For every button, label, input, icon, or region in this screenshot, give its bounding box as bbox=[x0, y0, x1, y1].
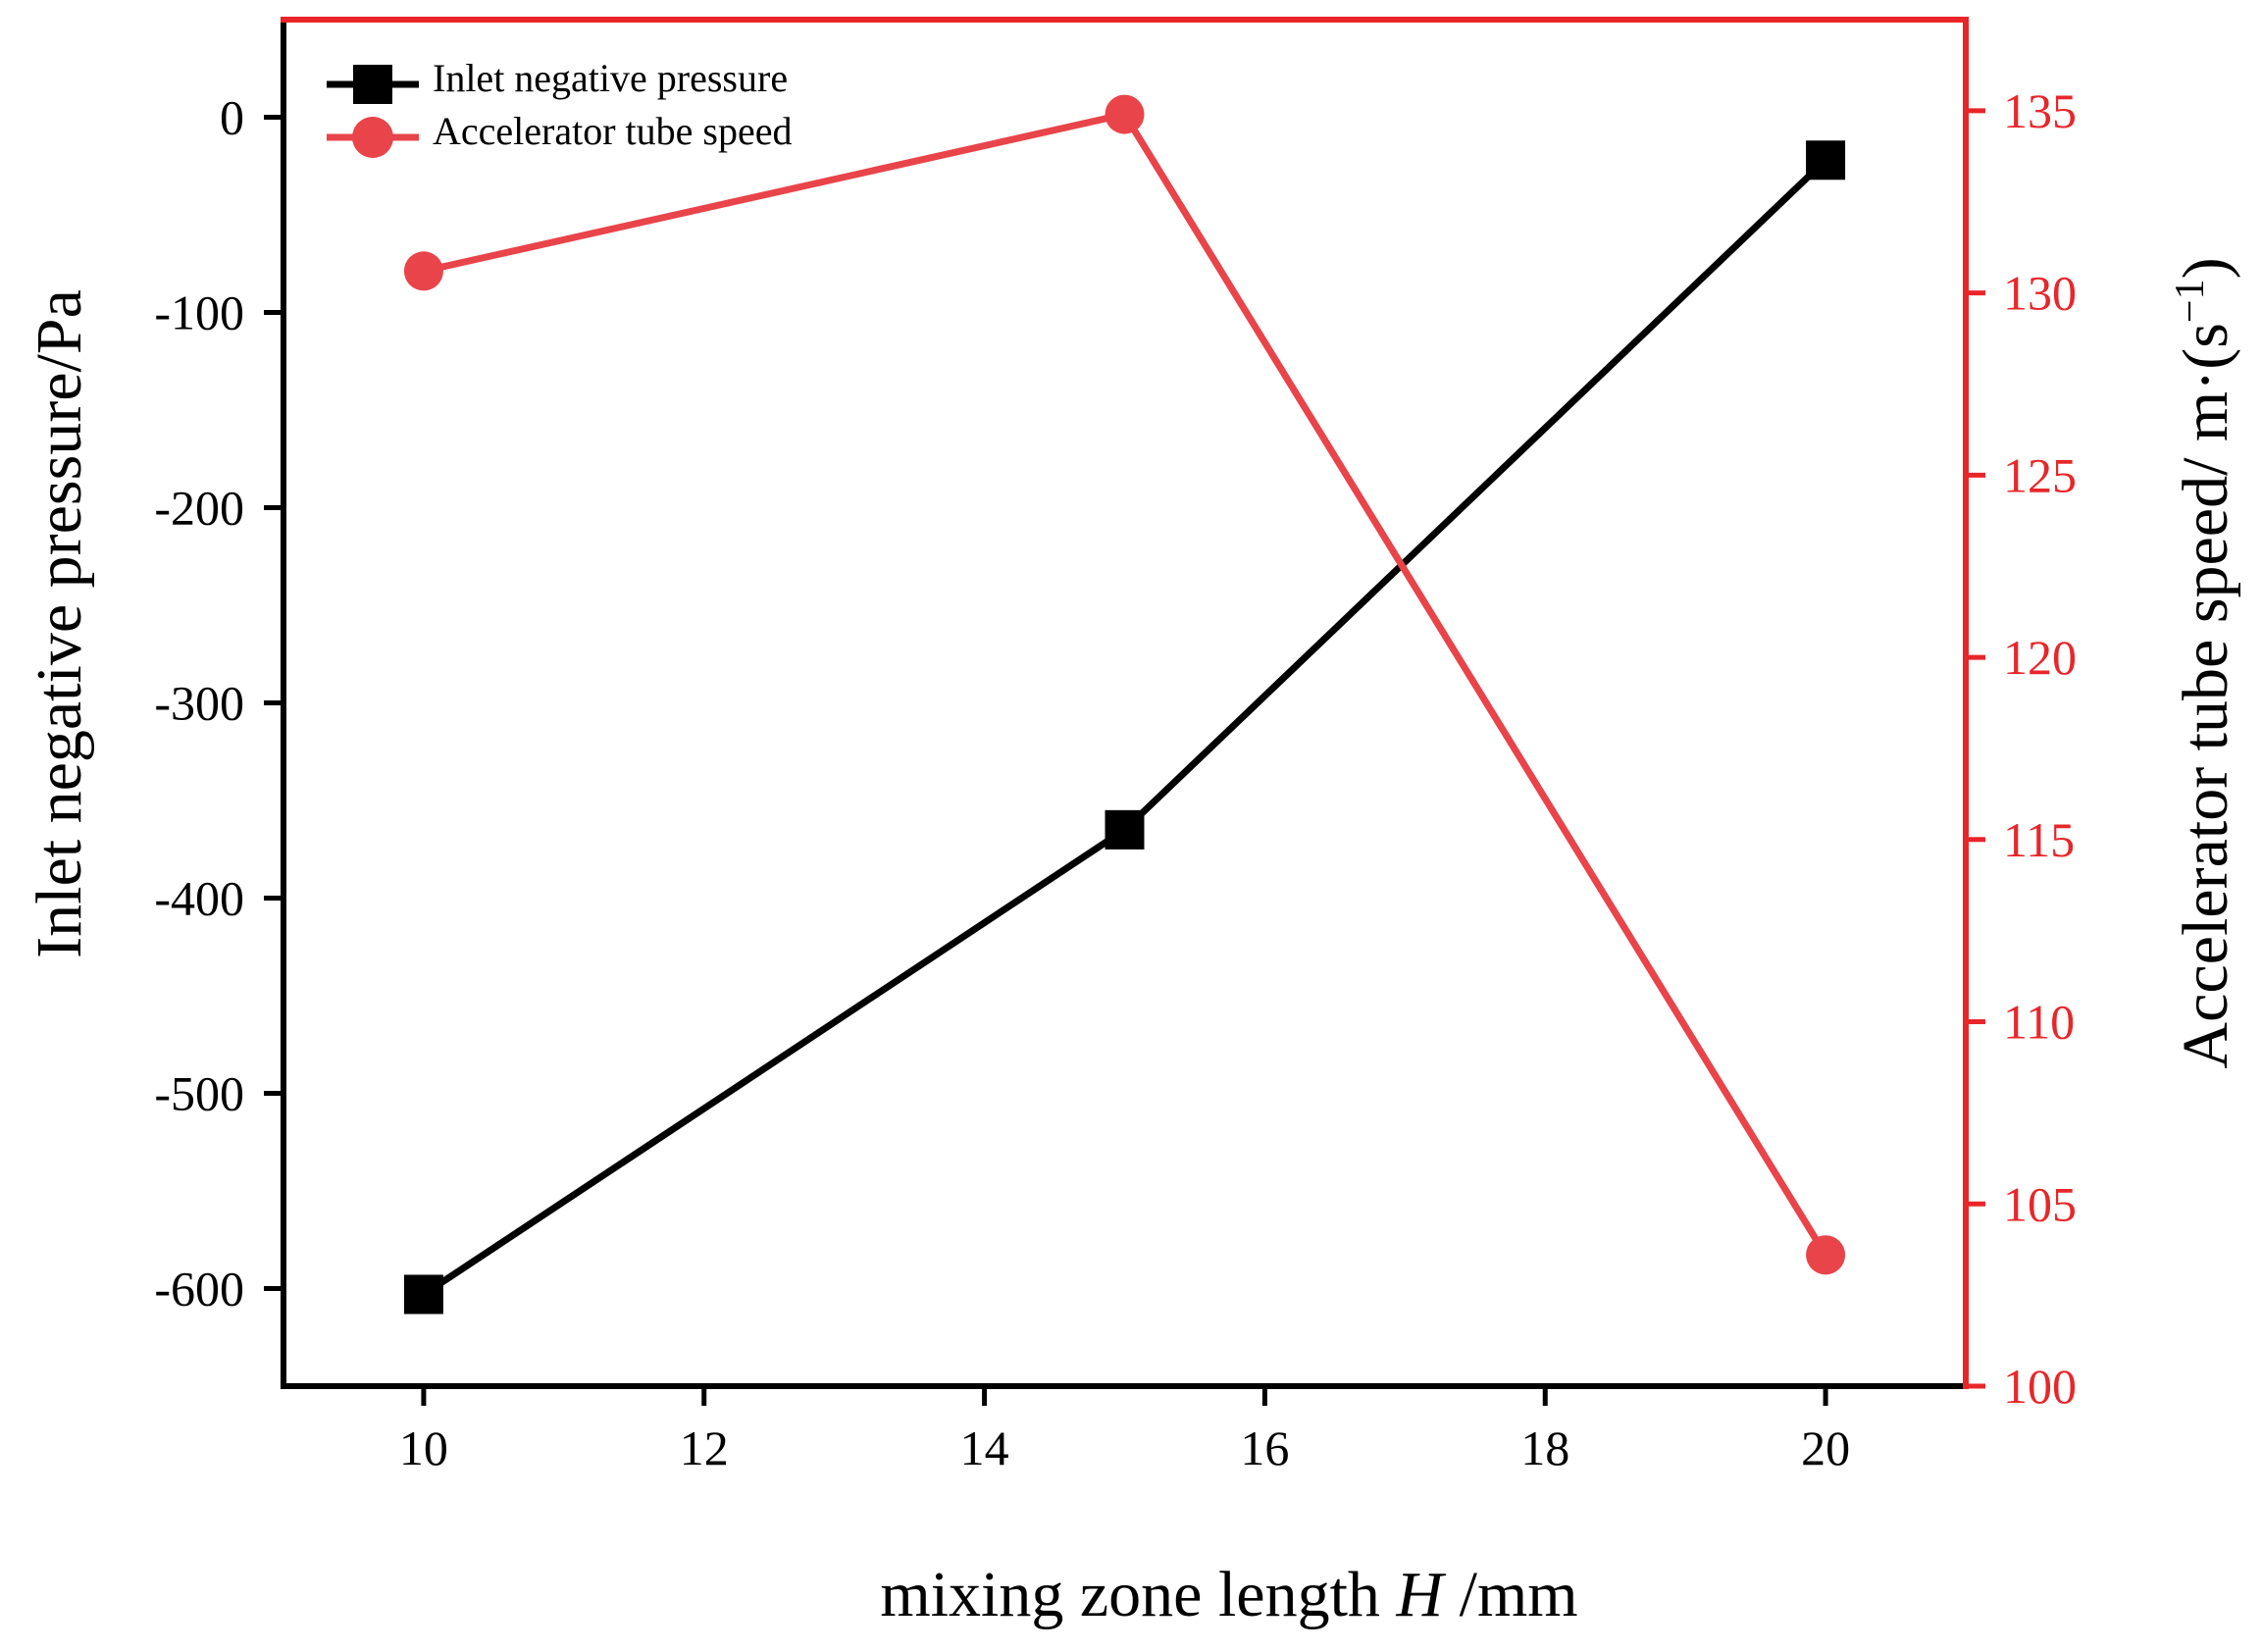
right-tick-label: 105 bbox=[2003, 1176, 2077, 1231]
left-axis-title: Inlet negative pressure/Pa bbox=[24, 289, 95, 958]
data-point-circle bbox=[1105, 94, 1145, 134]
x-tick-label: 18 bbox=[1520, 1420, 1569, 1475]
left-tick-label: -600 bbox=[154, 1262, 244, 1316]
right-tick-label: 135 bbox=[2003, 83, 2077, 138]
right-axis-title-exponent: −1 bbox=[2168, 279, 2213, 323]
x-axis-title-variable: H bbox=[1395, 1559, 1446, 1630]
x-axis-title: mixing zone length H /mm bbox=[880, 1559, 1577, 1630]
right-tick-label: 100 bbox=[2003, 1359, 2077, 1414]
data-point-square bbox=[1105, 809, 1145, 850]
data-point-square bbox=[403, 1274, 443, 1315]
data-point-circle bbox=[403, 251, 443, 291]
left-tick-label: -100 bbox=[154, 285, 244, 340]
data-point-circle bbox=[1806, 1235, 1846, 1275]
x-tick-label: 16 bbox=[1240, 1420, 1289, 1475]
right-tick-label: 110 bbox=[2003, 995, 2075, 1050]
x-tick-label: 20 bbox=[1801, 1420, 1850, 1475]
x-tick-label: 14 bbox=[960, 1420, 1009, 1475]
right-tick-label: 115 bbox=[2003, 812, 2075, 867]
right-tick-label: 120 bbox=[2003, 630, 2077, 685]
right-axis-ticks: 100 105 110 115 120 125 130 135 bbox=[1966, 83, 2077, 1414]
left-tick-label: -300 bbox=[154, 676, 244, 731]
right-axis-title: Accelerator tube speed/ m·(s−1) bbox=[2168, 257, 2241, 1068]
x-tick-label: 12 bbox=[680, 1420, 729, 1475]
data-point-square bbox=[1806, 140, 1846, 181]
x-axis-title-prefix: mixing zone length bbox=[880, 1559, 1396, 1630]
legend-label-pressure: Inlet negative pressure bbox=[433, 56, 788, 100]
left-tick-label: 0 bbox=[220, 90, 244, 145]
x-axis-title-suffix: /mm bbox=[1443, 1559, 1578, 1630]
left-tick-label: -200 bbox=[154, 481, 244, 536]
legend-square-marker bbox=[353, 65, 392, 104]
legend-label-speed: Accelerator tube speed bbox=[433, 109, 792, 153]
left-tick-label: -400 bbox=[154, 871, 244, 926]
legend: Inlet negative pressure Accelerator tube… bbox=[327, 56, 792, 158]
series-layer bbox=[403, 94, 1846, 1315]
x-axis-ticks: 10 12 14 16 18 20 bbox=[399, 1386, 1850, 1475]
left-axis-ticks: 0 -100 -200 -300 -400 -500 -600 bbox=[154, 90, 283, 1316]
x-tick-label: 10 bbox=[399, 1420, 448, 1475]
right-tick-label: 125 bbox=[2003, 447, 2077, 502]
right-axis-title-close: ) bbox=[2170, 257, 2241, 279]
right-tick-label: 130 bbox=[2003, 266, 2077, 321]
legend-circle-marker bbox=[352, 117, 393, 158]
left-tick-label: -500 bbox=[154, 1066, 244, 1121]
right-axis-title-main: Accelerator tube speed/ m·(s bbox=[2170, 323, 2241, 1068]
